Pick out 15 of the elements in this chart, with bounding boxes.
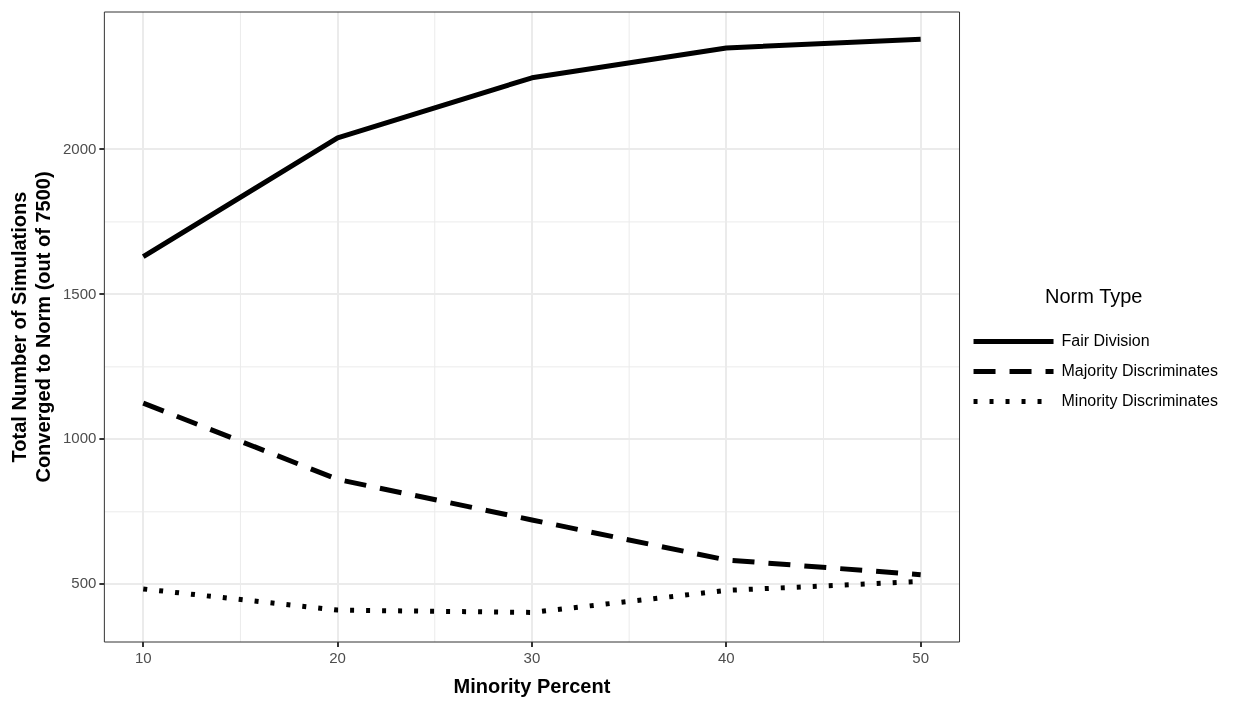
y-tick-label: 2000 — [62, 139, 97, 157]
x-tick-label: 30 — [523, 649, 541, 667]
legend-label: Majority Discriminates — [1061, 361, 1218, 379]
x-tick-label: 40 — [717, 649, 735, 667]
legend-label: Minority Discriminates — [1061, 391, 1218, 409]
y-tick-label: 1000 — [62, 429, 97, 447]
y-tick-label: 1500 — [62, 284, 97, 302]
x-tick-label: 50 — [912, 649, 929, 667]
x-tick-label: 10 — [134, 649, 152, 667]
x-tick-label: 20 — [329, 649, 346, 667]
x-axis-title: Minority Percent — [453, 674, 611, 697]
y-tick-label: 500 — [71, 574, 97, 592]
legend-title: Norm Type — [1045, 285, 1143, 308]
y-axis-title: Total Number of Simulations Converged to Norm (out of 7500) — [7, 171, 54, 483]
legend-label: Fair Division — [1061, 331, 1150, 349]
